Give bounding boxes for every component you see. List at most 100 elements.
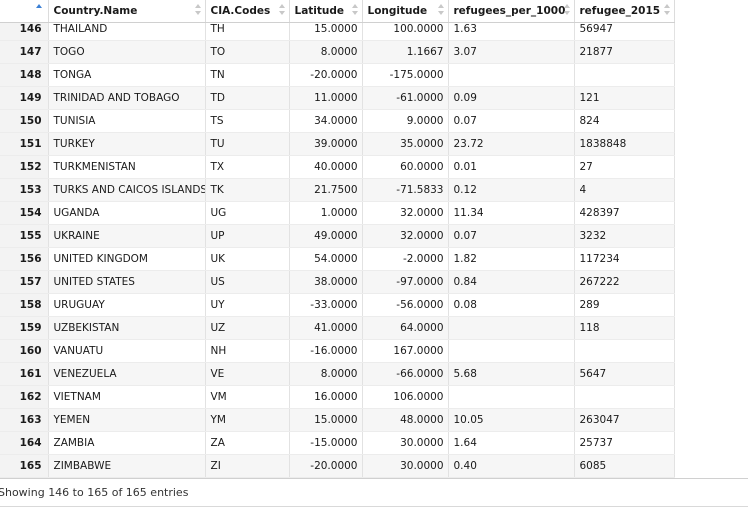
cell-latitude: 39.0000 xyxy=(289,132,363,156)
cell-cia-code: TN xyxy=(205,63,290,87)
cell-cia-code: TS xyxy=(205,109,290,133)
cell-longitude: 35.0000 xyxy=(362,132,449,156)
table-row[interactable]: 164 ZAMBIA ZA -15.0000 30.0000 1.64 25737 xyxy=(0,431,675,455)
row-number: 163 xyxy=(0,408,49,432)
row-number: 147 xyxy=(0,40,49,64)
cell-country-name: UNITED STATES xyxy=(48,270,206,294)
header-cia-codes[interactable]: CIA.Codes xyxy=(205,0,290,23)
cell-country-name: UGANDA xyxy=(48,201,206,225)
table-row[interactable]: 155 UKRAINE UP 49.0000 32.0000 0.07 3232 xyxy=(0,224,675,248)
sort-icon[interactable] xyxy=(278,4,285,17)
cell-cia-code: ZA xyxy=(205,431,290,455)
cell-longitude: 60.0000 xyxy=(362,155,449,179)
cell-latitude: -20.0000 xyxy=(289,454,363,478)
cell-refugee-2015: 1838848 xyxy=(574,132,675,156)
cell-longitude: 9.0000 xyxy=(362,109,449,133)
cell-refugees-per-1000 xyxy=(448,316,575,340)
sort-icon[interactable] xyxy=(563,4,570,17)
cell-refugees-per-1000: 0.08 xyxy=(448,293,575,317)
cell-latitude: -15.0000 xyxy=(289,431,363,455)
sort-icon[interactable] xyxy=(194,4,201,17)
cell-cia-code: TD xyxy=(205,86,290,110)
cell-country-name: UNITED KINGDOM xyxy=(48,247,206,271)
cell-refugees-per-1000: 0.07 xyxy=(448,224,575,248)
cell-latitude: 8.0000 xyxy=(289,40,363,64)
cell-refugee-2015 xyxy=(574,339,675,363)
cell-cia-code: TU xyxy=(205,132,290,156)
cell-cia-code: US xyxy=(205,270,290,294)
cell-refugees-per-1000: 5.68 xyxy=(448,362,575,386)
cell-longitude: -56.0000 xyxy=(362,293,449,317)
cell-refugees-per-1000: 1.64 xyxy=(448,431,575,455)
sort-asc-icon[interactable] xyxy=(36,4,42,17)
cell-country-name: ZAMBIA xyxy=(48,431,206,455)
cell-country-name: THAILAND xyxy=(48,22,206,41)
cell-refugee-2015: 263047 xyxy=(574,408,675,432)
cell-longitude: -97.0000 xyxy=(362,270,449,294)
row-number: 146 xyxy=(0,22,49,41)
cell-cia-code: TO xyxy=(205,40,290,64)
cell-country-name: TRINIDAD AND TOBAGO xyxy=(48,86,206,110)
cell-refugee-2015: 267222 xyxy=(574,270,675,294)
header-label: Country.Name xyxy=(53,5,138,17)
table-row[interactable]: 160 VANUATU NH -16.0000 167.0000 xyxy=(0,339,675,363)
data-grid: Country.Name CIA.Codes Latitude Longitud… xyxy=(0,0,675,478)
header-rownum xyxy=(0,0,49,23)
cell-refugee-2015: 428397 xyxy=(574,201,675,225)
divider xyxy=(0,506,748,507)
table-row[interactable]: 148 TONGA TN -20.0000 -175.0000 xyxy=(0,63,675,87)
cell-longitude: -2.0000 xyxy=(362,247,449,271)
cell-refugee-2015: 289 xyxy=(574,293,675,317)
header-latitude[interactable]: Latitude xyxy=(289,0,363,23)
header-country-name[interactable]: Country.Name xyxy=(48,0,206,23)
header-longitude[interactable]: Longitude xyxy=(362,0,449,23)
table-row[interactable]: 157 UNITED STATES US 38.0000 -97.0000 0.84 267… xyxy=(0,270,675,294)
header-label: CIA.Codes xyxy=(210,5,271,17)
cell-cia-code: VE xyxy=(205,362,290,386)
cell-country-name: YEMEN xyxy=(48,408,206,432)
cell-cia-code: UP xyxy=(205,224,290,248)
cell-cia-code: UK xyxy=(205,247,290,271)
table-row[interactable]: 158 URUGUAY UY -33.0000 -56.0000 0.08 289 xyxy=(0,293,675,317)
row-number: 155 xyxy=(0,224,49,248)
cell-longitude: -61.0000 xyxy=(362,86,449,110)
sort-icon[interactable] xyxy=(437,4,444,17)
table-row[interactable]: 156 UNITED KINGDOM UK 54.0000 -2.0000 1.82 117… xyxy=(0,247,675,271)
cell-cia-code: YM xyxy=(205,408,290,432)
table-row[interactable]: 146 THAILAND TH 15.0000 100.0000 1.63 56947 xyxy=(0,22,675,41)
table-row[interactable]: 149 TRINIDAD AND TOBAGO TD 11.0000 -61.0000 0… xyxy=(0,86,675,110)
table-row[interactable]: 150 TUNISIA TS 34.0000 9.0000 0.07 824 xyxy=(0,109,675,133)
table-row[interactable]: 163 YEMEN YM 15.0000 48.0000 10.05 263047 xyxy=(0,408,675,432)
table-row[interactable]: 153 TURKS AND CAICOS ISLANDS TK 21.7500 -71.… xyxy=(0,178,675,202)
table-row[interactable]: 147 TOGO TO 8.0000 1.1667 3.07 21877 xyxy=(0,40,675,64)
cell-refugee-2015: 121 xyxy=(574,86,675,110)
cell-refugees-per-1000: 0.12 xyxy=(448,178,575,202)
status-bar: Showing 146 to 165 of 165 entries xyxy=(0,478,748,510)
cell-refugee-2015: 4 xyxy=(574,178,675,202)
table-row[interactable]: 151 TURKEY TU 39.0000 35.0000 23.72 1838848 xyxy=(0,132,675,156)
table-row[interactable]: 165 ZIMBABWE ZI -20.0000 30.0000 0.40 6085 xyxy=(0,454,675,478)
cell-country-name: VENEZUELA xyxy=(48,362,206,386)
header-refugees-per-1000[interactable]: refugees_per_1000 xyxy=(448,0,575,23)
header-refugee-2015[interactable]: refugee_2015 xyxy=(574,0,675,23)
cell-refugees-per-1000: 0.40 xyxy=(448,454,575,478)
row-number: 162 xyxy=(0,385,49,409)
cell-longitude: 100.0000 xyxy=(362,22,449,41)
cell-cia-code: NH xyxy=(205,339,290,363)
table-row[interactable]: 159 UZBEKISTAN UZ 41.0000 64.0000 118 xyxy=(0,316,675,340)
cell-longitude: 167.0000 xyxy=(362,339,449,363)
cell-latitude: 11.0000 xyxy=(289,86,363,110)
cell-latitude: 8.0000 xyxy=(289,362,363,386)
row-number: 157 xyxy=(0,270,49,294)
cell-country-name: TOGO xyxy=(48,40,206,64)
row-number: 165 xyxy=(0,454,49,478)
cell-latitude: 34.0000 xyxy=(289,109,363,133)
cell-longitude: -175.0000 xyxy=(362,63,449,87)
table-row[interactable]: 161 VENEZUELA VE 8.0000 -66.0000 5.68 5647 xyxy=(0,362,675,386)
cell-cia-code: TX xyxy=(205,155,290,179)
table-row[interactable]: 162 VIETNAM VM 16.0000 106.0000 xyxy=(0,385,675,409)
sort-icon[interactable] xyxy=(663,4,670,17)
table-row[interactable]: 152 TURKMENISTAN TX 40.0000 60.0000 0.01 27 xyxy=(0,155,675,179)
table-row[interactable]: 154 UGANDA UG 1.0000 32.0000 11.34 428397 xyxy=(0,201,675,225)
sort-icon[interactable] xyxy=(351,4,358,17)
